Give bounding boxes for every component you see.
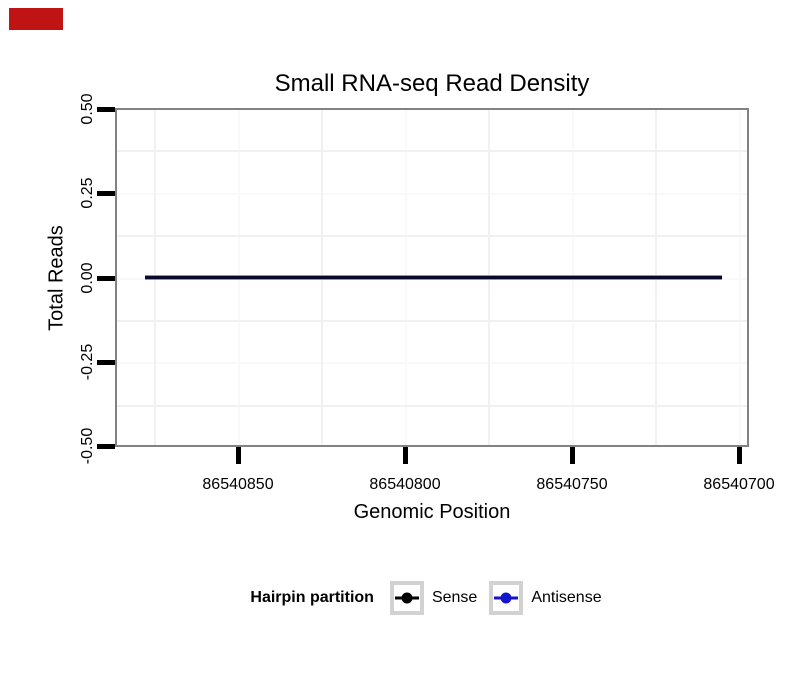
y-tick-label: 0.25 [79,177,96,209]
gridline-major [117,362,747,364]
legend-title: Hairpin partition [250,589,374,606]
gridline-minor [117,320,747,322]
sense-dot-icon [401,592,413,604]
corner-marker [9,8,63,30]
y-tick-label: -0.25 [79,343,96,381]
chart-title: Small RNA-seq Read Density [274,70,590,97]
gridline-minor [117,405,747,407]
legend: Hairpin partition Sense Antisense [115,579,749,617]
legend-label-sense: Sense [431,589,478,606]
y-tick-label: 0.50 [79,93,96,125]
x-tick-mark [403,447,408,464]
x-tick-mark [236,447,241,464]
x-tick-label: 86540850 [202,476,274,493]
y-tick-mark [97,360,115,365]
y-tick-label: -0.50 [79,427,96,465]
legend-key-sense-icon [389,581,424,615]
x-tick-mark [737,447,742,464]
x-tick-label: 86540800 [369,476,441,493]
legend-label-antisense: Antisense [531,589,602,606]
y-tick-label: 0.00 [79,262,96,294]
y-tick-mark [97,276,115,281]
y-tick-mark [97,444,115,449]
gridline-minor [117,150,747,152]
antisense-dot-icon [500,592,512,604]
x-tick-label: 86540750 [536,476,608,493]
gridline-major [117,193,747,195]
x-tick-mark [570,447,575,464]
y-axis-title: Total Reads [45,225,68,331]
plot-panel [115,108,749,447]
y-tick-mark [97,191,115,196]
data-line-overlap [145,275,722,280]
x-axis-title: Genomic Position [353,501,511,523]
gridline-minor [117,235,747,237]
gridline-major [739,110,741,445]
y-tick-mark [97,107,115,112]
x-tick-label: 86540700 [703,476,775,493]
legend-key-antisense-icon [489,581,524,615]
